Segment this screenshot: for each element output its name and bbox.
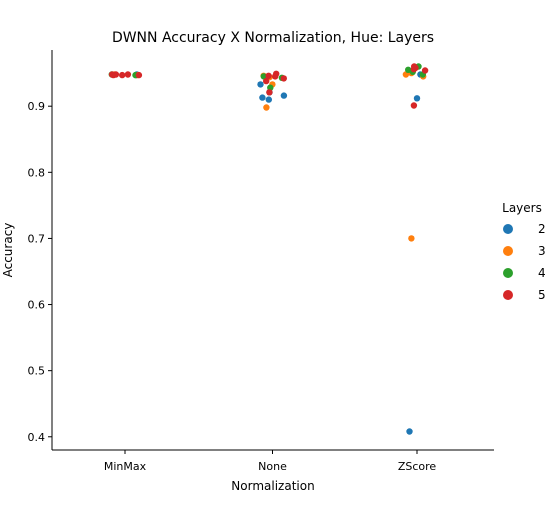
data-point-layers-3 (408, 235, 415, 242)
data-point-layers-5 (263, 77, 270, 85)
legend-label: 4 (538, 266, 546, 280)
data-point-layers-5 (135, 71, 143, 79)
y-axis-label: Accuracy (1, 223, 15, 278)
data-point-layers-5 (272, 73, 279, 80)
data-point-layers-5 (410, 102, 418, 109)
y-tick-label: 0.9 (28, 100, 46, 113)
data-point-layers-5 (421, 67, 429, 74)
x-axis-label: Normalization (231, 479, 314, 493)
legend-label: 2 (538, 222, 546, 236)
y-tick-label: 0.5 (28, 365, 46, 378)
legend-marker (503, 268, 513, 278)
data-point-layers-5 (411, 63, 418, 70)
legend-label: 5 (538, 288, 546, 302)
data-points (108, 63, 429, 435)
y-tick-label: 0.8 (28, 166, 46, 179)
data-point-layers-5 (108, 71, 116, 78)
data-point-layers-2 (265, 96, 272, 103)
legend-marker (503, 290, 513, 300)
y-tick-label: 0.6 (28, 299, 46, 312)
legend-marker (503, 224, 513, 234)
x-tick-label: MinMax (104, 460, 147, 473)
data-point-layers-5 (280, 75, 287, 82)
data-point-layers-2 (257, 81, 264, 88)
y-tick-label: 0.4 (28, 431, 46, 444)
data-point-layers-2 (259, 94, 266, 101)
y-tick-label: 0.7 (28, 232, 46, 245)
x-tick-label: None (258, 460, 287, 473)
x-tick-label: ZScore (398, 460, 437, 473)
x-ticks: MinMax None ZScore (104, 450, 437, 473)
legend-marker (503, 246, 513, 256)
legend: Layers 2 3 4 5 (502, 201, 546, 302)
data-point-layers-5 (265, 72, 272, 80)
data-point-layers-4 (260, 73, 267, 80)
legend-title: Layers (502, 201, 542, 215)
data-point-layers-5 (266, 89, 273, 96)
data-point-layers-3 (263, 104, 270, 111)
chart-title: DWNN Accuracy X Normalization, Hue: Laye… (112, 30, 434, 46)
data-point-layers-2 (280, 92, 288, 99)
legend-label: 3 (538, 244, 546, 258)
data-point-layers-2 (413, 95, 421, 102)
y-ticks: 0.4 0.5 0.6 0.7 0.8 0.9 (28, 100, 52, 444)
data-point-layers-5 (119, 71, 126, 79)
data-point-layers-2 (406, 428, 413, 435)
data-point-layers-5 (124, 71, 132, 78)
